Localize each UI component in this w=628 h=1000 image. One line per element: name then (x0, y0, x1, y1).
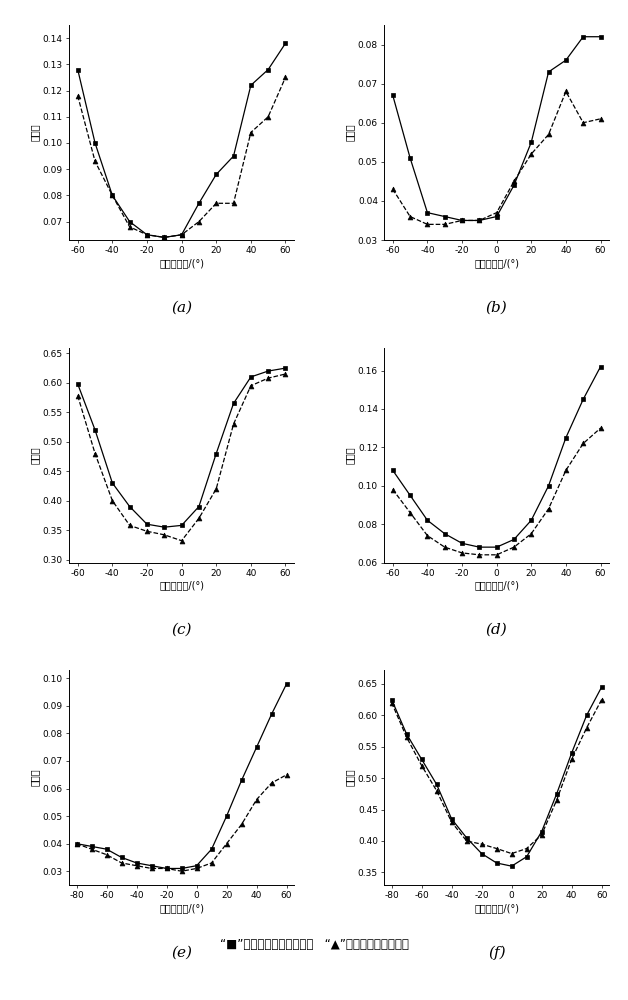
X-axis label: 观测天顶角/(°): 观测天顶角/(°) (474, 903, 519, 913)
Text: (f): (f) (488, 945, 506, 960)
Y-axis label: 反射率: 反射率 (30, 446, 40, 464)
Y-axis label: 反射率: 反射率 (345, 446, 355, 464)
Text: “■”代表为野外观测数据，   “▲”代表模型模拟数据。: “■”代表为野外观测数据， “▲”代表模型模拟数据。 (220, 938, 408, 952)
Y-axis label: 反射率: 反射率 (30, 769, 40, 786)
Text: (c): (c) (171, 623, 192, 637)
Text: (e): (e) (171, 945, 192, 959)
Y-axis label: 反射率: 反射率 (345, 769, 355, 786)
Text: (d): (d) (486, 623, 507, 637)
Text: (b): (b) (486, 300, 507, 314)
X-axis label: 观测天顶角/(°): 观测天顶角/(°) (474, 258, 519, 268)
X-axis label: 观测天顶角/(°): 观测天顶角/(°) (159, 581, 204, 591)
Y-axis label: 反射率: 反射率 (345, 124, 355, 141)
Text: (a): (a) (171, 300, 192, 314)
Y-axis label: 反射率: 反射率 (30, 124, 40, 141)
X-axis label: 观测天顶角/(°): 观测天顶角/(°) (159, 903, 204, 913)
X-axis label: 观测天顶角/(°): 观测天顶角/(°) (474, 581, 519, 591)
X-axis label: 观测天顶角/(°): 观测天顶角/(°) (159, 258, 204, 268)
